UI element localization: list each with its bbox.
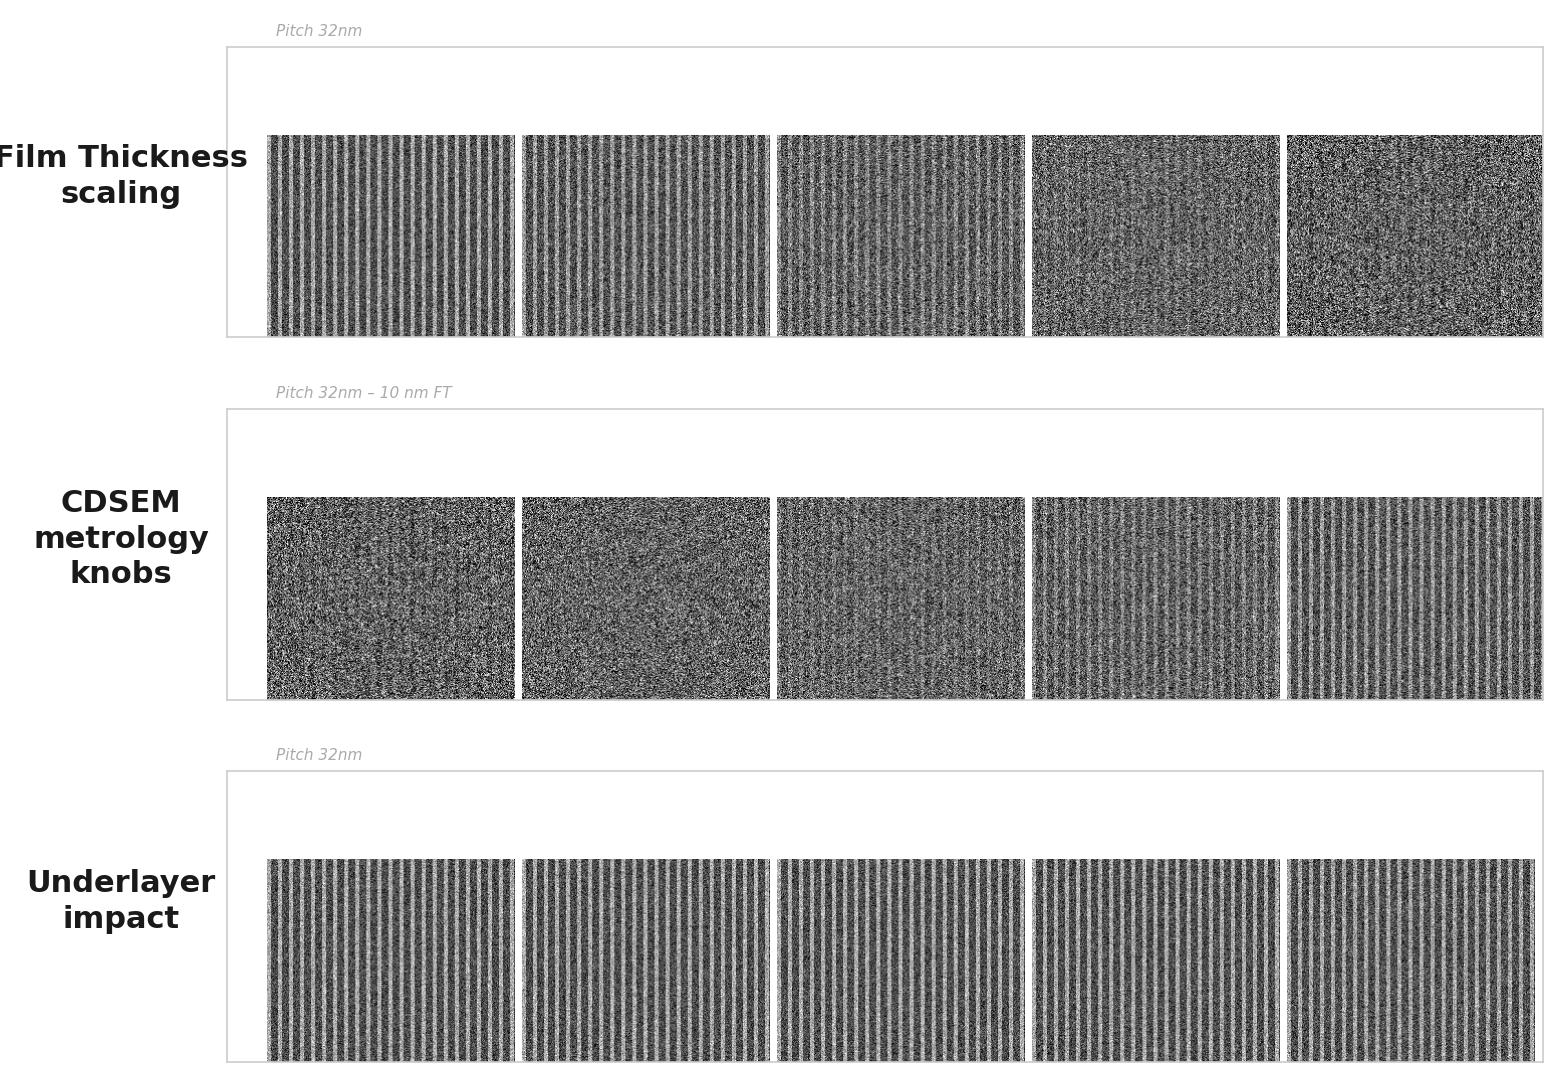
Text: UL: UL: [233, 949, 252, 972]
Text: 30 nm FT: 30 nm FT: [343, 805, 445, 825]
Text: Pitch 32nm – 10 nm FT: Pitch 32nm – 10 nm FT: [276, 386, 451, 401]
Text: Condition 1: Condition 1: [586, 443, 713, 462]
Text: 10 nm FT: 10 nm FT: [1364, 81, 1466, 100]
Text: 15 nm FT: 15 nm FT: [1109, 81, 1211, 100]
Text: SOG: SOG: [233, 579, 252, 619]
Text: 30 nm FT: 30 nm FT: [343, 81, 445, 100]
Text: Film Thickness
scaling: Film Thickness scaling: [0, 144, 249, 209]
Text: 15 nm FT: 15 nm FT: [1109, 805, 1211, 825]
Text: Condition 3: Condition 3: [1096, 443, 1223, 462]
Text: Pitch 32nm: Pitch 32nm: [276, 748, 362, 763]
Text: 20 nm FT: 20 nm FT: [853, 805, 955, 825]
Text: 25 nm FT: 25 nm FT: [598, 81, 700, 100]
Text: SOG: SOG: [233, 217, 252, 257]
Text: BKM: BKM: [370, 443, 418, 462]
Text: Underlayer
impact: Underlayer impact: [27, 869, 216, 934]
Text: Condition 2: Condition 2: [841, 443, 968, 462]
Text: Condition 4: Condition 4: [1351, 443, 1478, 462]
Text: CDSEM
metrology
knobs: CDSEM metrology knobs: [33, 488, 210, 590]
Text: 25 nm FT: 25 nm FT: [598, 805, 700, 825]
Text: 10 nm FT: 10 nm FT: [1364, 805, 1466, 825]
Text: 20 nm FT: 20 nm FT: [853, 81, 955, 100]
Text: Pitch 32nm: Pitch 32nm: [276, 24, 362, 39]
